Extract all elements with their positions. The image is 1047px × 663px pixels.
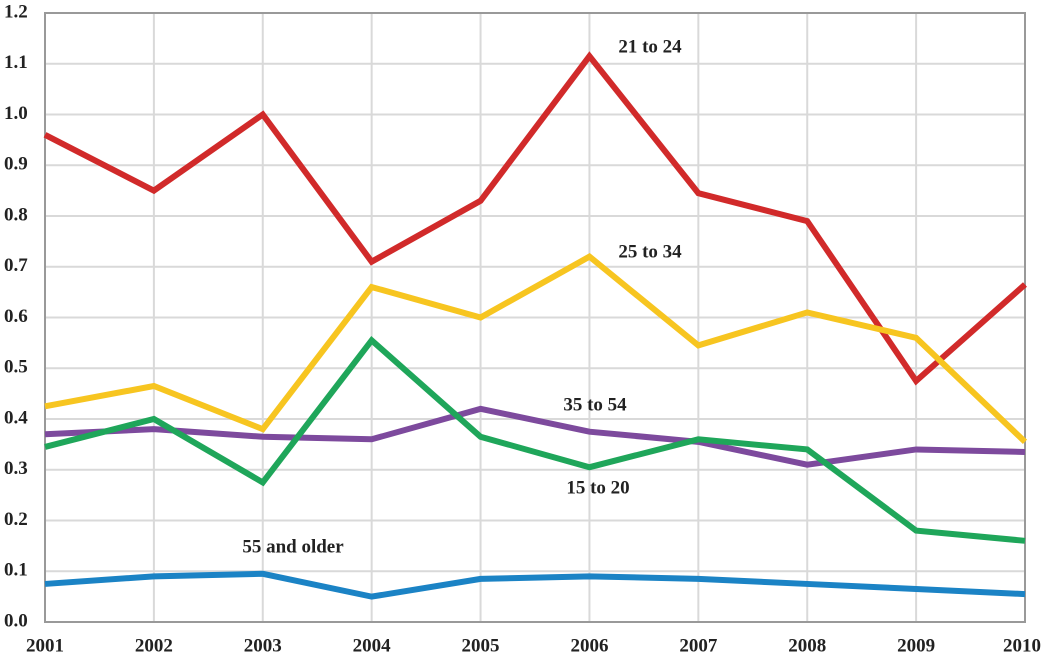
y-tick-label: 1.2 bbox=[4, 1, 28, 22]
x-tick-label: 2009 bbox=[897, 635, 935, 656]
x-tick-label: 2010 bbox=[1003, 635, 1041, 656]
series-line bbox=[44, 335, 1026, 544]
x-tick-label: 2003 bbox=[244, 635, 282, 656]
series-line bbox=[44, 405, 1026, 468]
y-tick-label: 0.3 bbox=[4, 458, 28, 479]
y-tick-label: 0.6 bbox=[4, 306, 28, 327]
x-tick-label: 2007 bbox=[679, 635, 718, 656]
x-tick-label: 2008 bbox=[788, 635, 826, 656]
x-tick-label: 2006 bbox=[570, 635, 608, 656]
y-tick-label: 1.1 bbox=[4, 52, 28, 73]
x-tick-label: 2001 bbox=[26, 635, 64, 656]
y-tick-label: 0.1 bbox=[4, 560, 28, 581]
x-tick-label: 2004 bbox=[353, 635, 392, 656]
x-tick-label: 2005 bbox=[462, 635, 500, 656]
y-tick-label: 0.4 bbox=[4, 407, 28, 428]
y-tick-label: 0.9 bbox=[4, 154, 28, 175]
series-label: 21 to 24 bbox=[618, 36, 682, 57]
series-label: 25 to 34 bbox=[618, 241, 682, 262]
series-label: 35 to 54 bbox=[563, 394, 627, 415]
y-tick-label: 0.5 bbox=[4, 357, 28, 378]
y-tick-label: 0.0 bbox=[4, 610, 28, 631]
series-line bbox=[43, 51, 1027, 386]
series-line bbox=[44, 570, 1026, 600]
series-line bbox=[44, 252, 1028, 445]
series-label: 55 and older bbox=[242, 536, 344, 557]
y-tick-label: 1.0 bbox=[4, 103, 28, 124]
y-tick-label: 0.7 bbox=[4, 255, 28, 276]
x-tick-label: 2002 bbox=[135, 635, 173, 656]
series-label: 15 to 20 bbox=[566, 477, 629, 498]
y-tick-label: 0.8 bbox=[4, 204, 28, 225]
plot-frame bbox=[44, 12, 1026, 623]
y-tick-label: 0.2 bbox=[4, 509, 28, 530]
